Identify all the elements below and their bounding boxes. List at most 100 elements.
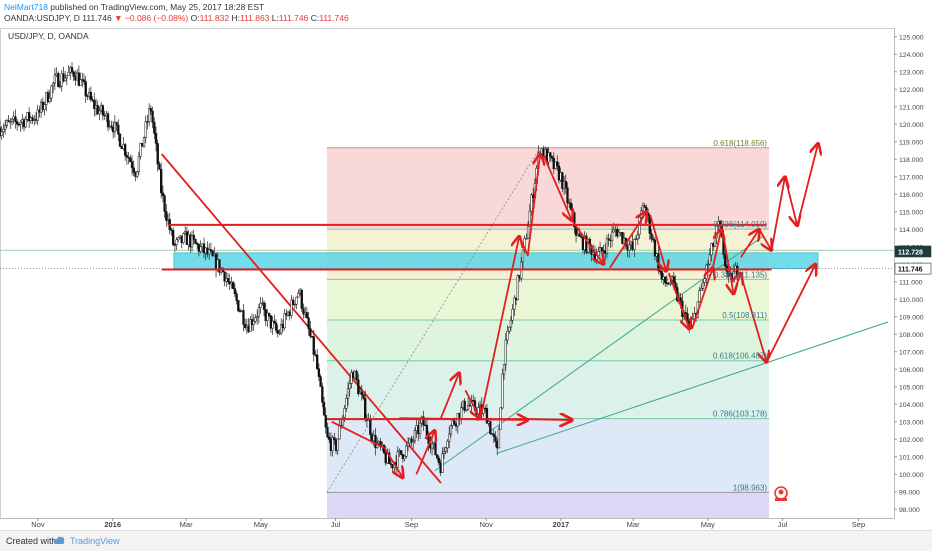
candle-body [566, 187, 569, 204]
downtrend-line[interactable] [160, 153, 442, 484]
candle-body [136, 171, 139, 177]
candle-body [701, 282, 705, 289]
candle-body [485, 408, 489, 424]
candle-body [612, 229, 615, 233]
projection-arrow[interactable] [440, 373, 459, 419]
candle-body [91, 99, 94, 101]
projection-arrow[interactable] [518, 154, 540, 257]
projection-arrow[interactable] [542, 155, 572, 221]
candle-body [346, 388, 350, 399]
candle-body [312, 336, 315, 355]
candle-body [7, 120, 10, 122]
projection-arrow[interactable] [464, 389, 480, 418]
candle-body [319, 376, 322, 387]
candle-body [15, 121, 19, 125]
candle-body [48, 97, 51, 102]
candle-body [173, 244, 177, 246]
horizontal-arrow[interactable] [527, 419, 572, 420]
candle-body [405, 445, 408, 457]
candle-body [158, 163, 161, 170]
fib-level-label: 0.236(114.010) [713, 220, 767, 229]
price-chart[interactable]: 0.618(118.656) 0.236(114.010) 0.382(111.13… [0, 28, 932, 530]
candle-body [494, 436, 497, 442]
candle-body [437, 457, 441, 464]
candle-body [400, 450, 403, 455]
projection-arrow[interactable] [796, 144, 818, 226]
candle-body [53, 74, 57, 84]
candle-body [153, 122, 156, 134]
candle-body [571, 209, 574, 213]
projection-arrow[interactable] [667, 272, 690, 329]
candle-body [156, 143, 159, 165]
candle-body [643, 205, 646, 208]
projection-arrow[interactable] [399, 418, 528, 420]
tradingview-logo-icon[interactable] [52, 534, 66, 546]
projection-arrow[interactable] [609, 212, 647, 269]
candle-body [502, 364, 506, 375]
candle-body [190, 235, 194, 248]
projection-arrow[interactable] [711, 229, 722, 268]
projection-arrow[interactable] [740, 229, 759, 258]
candle-body [96, 105, 99, 115]
candle-body [333, 437, 336, 441]
candle-body [70, 67, 74, 73]
candle-body [14, 116, 17, 122]
candle-body [516, 275, 519, 301]
candle-body [621, 232, 624, 244]
author-link[interactable]: NelMart718 [4, 2, 48, 12]
symbol-name: OANDA:USDJPY, D [4, 13, 80, 23]
candle-body [525, 238, 528, 240]
chart-frame[interactable]: 0.618(118.656) 0.236(114.010) 0.382(111.13… [0, 28, 932, 530]
candle-body [9, 121, 12, 123]
uptrend-line[interactable] [497, 321, 889, 454]
candle-body [154, 133, 158, 144]
projection-arrow[interactable] [758, 228, 771, 250]
candle-body [412, 440, 415, 443]
candle-body [209, 249, 213, 252]
price-change: −0.086 (−0.08%) [124, 13, 189, 23]
y-tick-label: 105.000 [899, 384, 924, 391]
candle-body [172, 230, 175, 245]
candle-body [338, 425, 341, 440]
candle-body [110, 125, 113, 128]
candle-body [254, 317, 257, 322]
candle-body [698, 290, 701, 302]
candle-body [242, 310, 245, 325]
y-tick-label: 100.000 [899, 472, 924, 479]
projection-arrow[interactable] [784, 176, 797, 226]
projection-arrow[interactable] [691, 268, 713, 330]
candle-body [226, 278, 230, 282]
projection-arrow[interactable] [740, 274, 767, 363]
candle-body [266, 312, 269, 322]
candle-body [129, 157, 132, 162]
tradingview-link[interactable]: TradingView [70, 536, 120, 546]
candle-body [280, 324, 283, 334]
projection-arrow[interactable] [734, 273, 741, 295]
y-tick-label: 116.000 [899, 192, 923, 199]
projection-arrow[interactable] [571, 219, 604, 265]
projection-arrow[interactable] [649, 215, 666, 271]
candle-body [669, 282, 672, 285]
candle-body [700, 288, 703, 291]
projection-arrow[interactable] [331, 420, 403, 478]
projection-arrow[interactable] [415, 431, 434, 475]
candle-body [324, 414, 327, 428]
projection-arrow[interactable] [765, 264, 816, 363]
close-value: 111.746 [319, 13, 349, 23]
candle-body [418, 422, 422, 435]
projection-arrow[interactable] [480, 236, 519, 415]
candle-body [504, 339, 507, 365]
candle-body [521, 249, 525, 263]
candle-body [526, 225, 530, 239]
candle-body [309, 328, 312, 337]
candle-body [307, 317, 310, 329]
watermark-logo [774, 486, 788, 501]
publish-info: published on TradingView.com, May 25, 20… [47, 2, 265, 12]
candle-body [283, 313, 286, 329]
x-tick-label: Jul [331, 520, 341, 529]
open-value: 111.832 [199, 13, 230, 23]
projection-arrow[interactable] [770, 177, 786, 251]
x-tick-label: Sep [852, 520, 865, 529]
candle-body [259, 303, 262, 308]
candle-body [218, 259, 221, 273]
